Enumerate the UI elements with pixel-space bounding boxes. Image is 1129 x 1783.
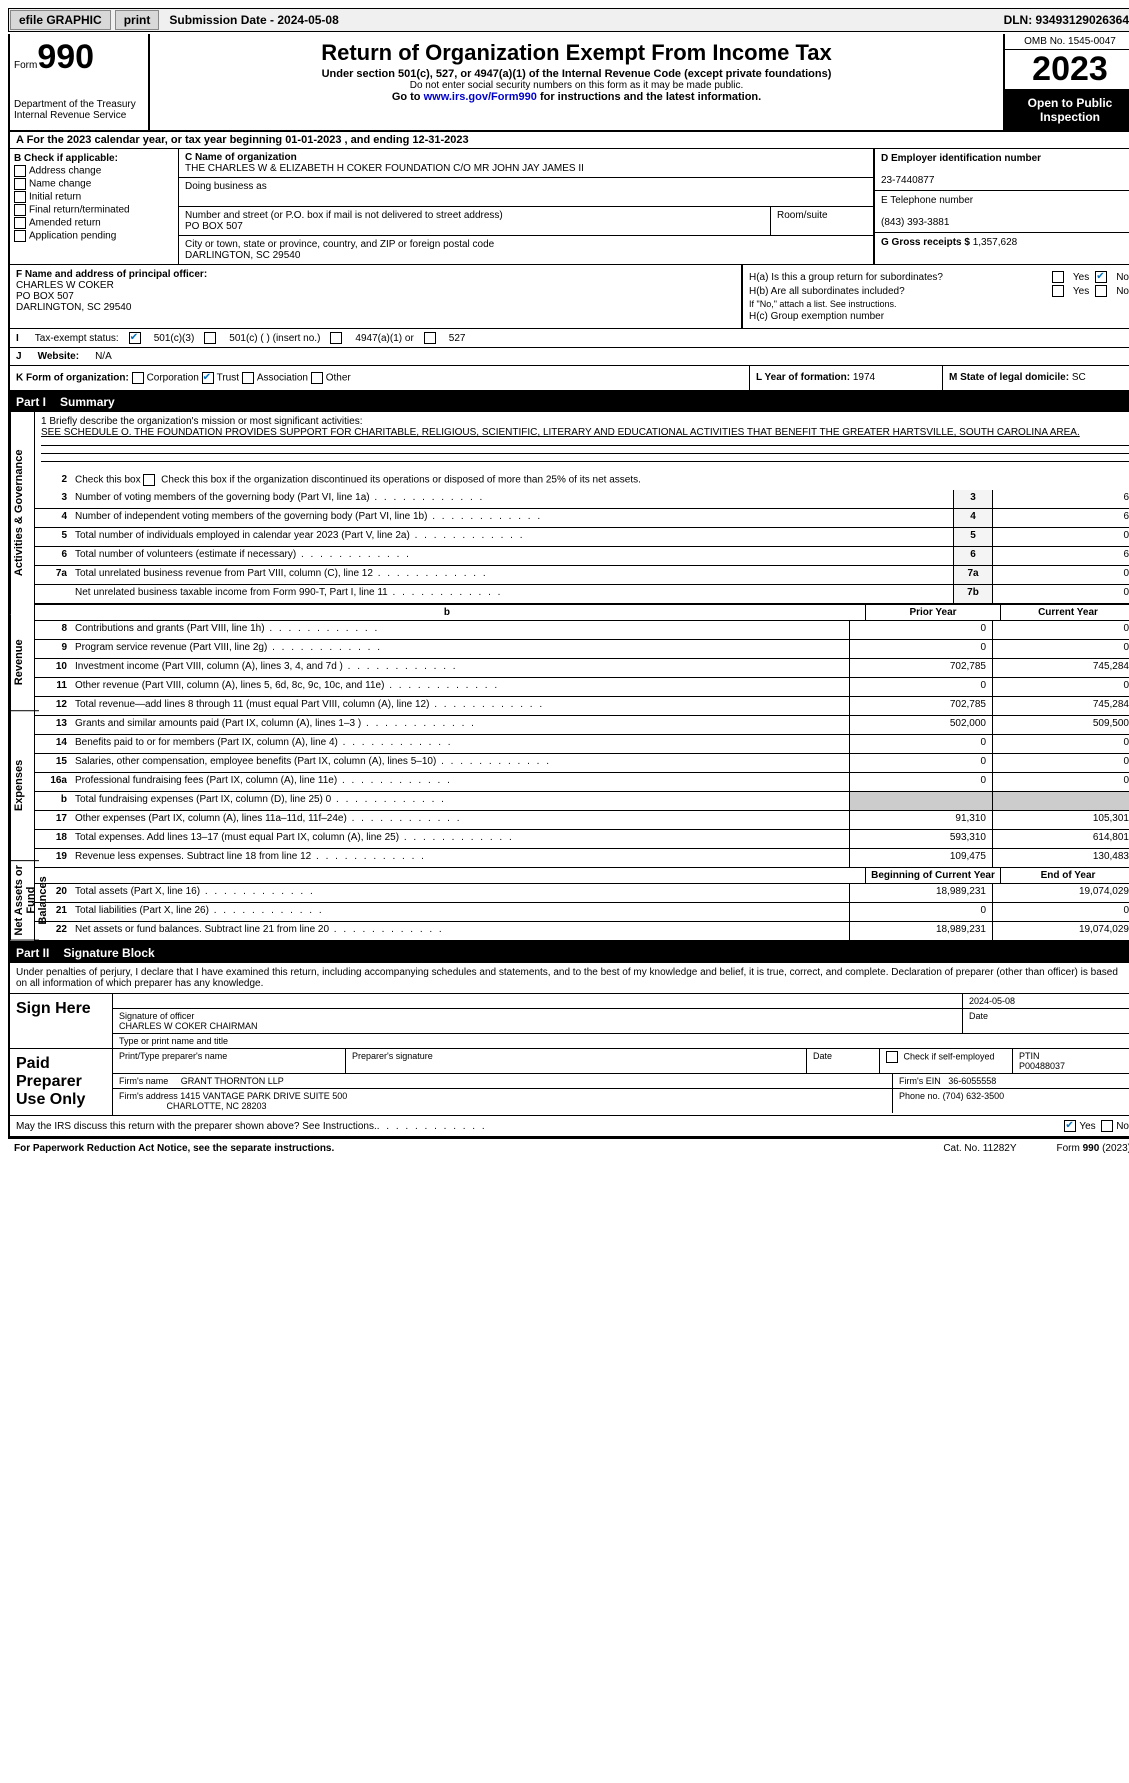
col-end-year: End of Year	[1000, 868, 1129, 883]
line-10: 10Investment income (Part VIII, column (…	[35, 659, 1129, 678]
sign-here-label: Sign Here	[10, 994, 113, 1048]
line-19: 19Revenue less expenses. Subtract line 1…	[35, 849, 1129, 868]
line-11: 11Other revenue (Part VIII, column (A), …	[35, 678, 1129, 697]
line-13: 13Grants and similar amounts paid (Part …	[35, 716, 1129, 735]
tab-net-assets: Net Assets or Fund Balances	[10, 861, 39, 941]
line-2: Check this box Check this box if the org…	[71, 472, 1129, 490]
goto-line: Go to www.irs.gov/Form990 for instructio…	[158, 91, 995, 103]
line-17: 17Other expenses (Part IX, column (A), l…	[35, 811, 1129, 830]
tab-expenses: Expenses	[10, 711, 39, 861]
summary-line-7a: 7aTotal unrelated business revenue from …	[35, 566, 1129, 585]
gross-receipts: 1,357,628	[973, 237, 1018, 248]
efile-button[interactable]: efile GRAPHIC	[10, 10, 111, 30]
summary-line-4: 4Number of independent voting members of…	[35, 509, 1129, 528]
tab-activities-governance: Activities & Governance	[10, 412, 39, 614]
firm-ein: 36-6055558	[948, 1076, 996, 1086]
page-footer: For Paperwork Reduction Act Notice, see …	[8, 1139, 1129, 1158]
chk-amended[interactable]: Amended return	[14, 217, 174, 229]
line-21: 21Total liabilities (Part X, line 26)00	[35, 903, 1129, 922]
chk-app-pending[interactable]: Application pending	[14, 230, 174, 242]
box-b-checkboxes: B Check if applicable: Address change Na…	[10, 149, 179, 264]
dln: DLN: 93493129026364	[998, 11, 1129, 29]
open-inspection: Open to Public Inspection	[1005, 90, 1129, 130]
row-l-year: L Year of formation: 1974	[749, 366, 942, 390]
discuss-yes-check	[1064, 1120, 1076, 1132]
dept-treasury: Department of the Treasury	[14, 99, 144, 110]
omb-number: OMB No. 1545-0047	[1005, 34, 1129, 50]
col-current-year: Current Year	[1000, 605, 1129, 620]
submission-date: Submission Date - 2024-05-08	[163, 11, 344, 29]
entity-info-block: A For the 2023 calendar year, or tax yea…	[8, 132, 1129, 392]
summary-line-3: 3Number of voting members of the governi…	[35, 490, 1129, 509]
row-i-tax-status: ITax-exempt status: 501(c)(3) 501(c) ( )…	[10, 328, 1129, 347]
chk-trust	[202, 372, 214, 384]
form-number: Form990	[14, 38, 144, 77]
form-subtitle: Under section 501(c), 527, or 4947(a)(1)…	[158, 68, 995, 80]
officer-name: CHARLES W COKER	[16, 280, 114, 291]
chk-address-change[interactable]: Address change	[14, 165, 174, 177]
h-c-group-exemption: H(c) Group exemption number	[749, 311, 1129, 322]
org-city: DARLINGTON, SC 29540	[185, 250, 300, 261]
firm-address: 1415 VANTAGE PARK DRIVE SUITE 500	[180, 1091, 347, 1101]
summary-line-5: 5Total number of individuals employed in…	[35, 528, 1129, 547]
firm-phone: (704) 632-3500	[943, 1091, 1005, 1101]
form-title: Return of Organization Exempt From Incom…	[158, 40, 995, 66]
tax-year: 2023	[1005, 50, 1129, 90]
officer-signature-name: CHARLES W COKER CHAIRMAN	[119, 1021, 258, 1031]
line-18: 18Total expenses. Add lines 13–17 (must …	[35, 830, 1129, 849]
paid-preparer-label: Paid Preparer Use Only	[10, 1049, 113, 1115]
discuss-question: May the IRS discuss this return with the…	[16, 1121, 377, 1132]
irs-link[interactable]: www.irs.gov/Form990	[424, 91, 537, 103]
line-16a: 16aProfessional fundraising fees (Part I…	[35, 773, 1129, 792]
summary-line-6: 6Total number of volunteers (estimate if…	[35, 547, 1129, 566]
row-j-website: JWebsite: N/A	[10, 347, 1129, 365]
line-14: 14Benefits paid to or for members (Part …	[35, 735, 1129, 754]
row-k-form-org: K Form of organization: Corporation Trus…	[10, 366, 749, 390]
line-1-mission: 1 Briefly describe the organization's mi…	[35, 412, 1129, 472]
line-9: 9Program service revenue (Part VIII, lin…	[35, 640, 1129, 659]
org-name: THE CHARLES W & ELIZABETH H COKER FOUNDA…	[185, 163, 584, 174]
line-20: 20Total assets (Part X, line 16)18,989,2…	[35, 884, 1129, 903]
ha-no-check	[1095, 271, 1107, 283]
form-header: Form990 Department of the Treasury Inter…	[8, 34, 1129, 132]
line-8: 8Contributions and grants (Part VIII, li…	[35, 621, 1129, 640]
chk-name-change[interactable]: Name change	[14, 178, 174, 190]
sig-date: 2024-05-08	[963, 994, 1129, 1008]
col-beginning-year: Beginning of Current Year	[865, 868, 1000, 883]
irs-label: Internal Revenue Service	[14, 110, 144, 121]
top-toolbar: efile GRAPHIC print Submission Date - 20…	[8, 8, 1129, 32]
tab-revenue: Revenue	[10, 614, 39, 711]
line-12: 12Total revenue—add lines 8 through 11 (…	[35, 697, 1129, 716]
row-m-state: M State of legal domicile: SC	[942, 366, 1129, 390]
part-2-header: Part II Signature Block	[8, 943, 1129, 963]
chk-501c3	[129, 332, 141, 344]
h-a-group-return: H(a) Is this a group return for subordin…	[749, 271, 1129, 283]
col-prior-year: Prior Year	[865, 605, 1000, 620]
print-button[interactable]: print	[115, 10, 160, 30]
ptin: P00488037	[1019, 1061, 1065, 1071]
signature-block: Under penalties of perjury, I declare th…	[8, 963, 1129, 1139]
part-1-header: Part I Summary	[8, 392, 1129, 412]
row-a-tax-year: A For the 2023 calendar year, or tax yea…	[10, 132, 1129, 149]
firm-name: GRANT THORNTON LLP	[181, 1076, 284, 1086]
line-b: bTotal fundraising expenses (Part IX, co…	[35, 792, 1129, 811]
org-street: PO BOX 507	[185, 221, 243, 232]
part-1-body: Activities & Governance Revenue Expenses…	[8, 412, 1129, 943]
ein: 23-7440877	[881, 175, 934, 186]
line-15: 15Salaries, other compensation, employee…	[35, 754, 1129, 773]
ssn-warning: Do not enter social security numbers on …	[158, 80, 995, 91]
h-b-subordinates: H(b) Are all subordinates included? Yes …	[749, 285, 1129, 297]
summary-line-7b: Net unrelated business taxable income fr…	[35, 585, 1129, 604]
telephone: (843) 393-3881	[881, 217, 949, 228]
chk-initial-return[interactable]: Initial return	[14, 191, 174, 203]
chk-final-return[interactable]: Final return/terminated	[14, 204, 174, 216]
perjury-declaration: Under penalties of perjury, I declare th…	[10, 963, 1129, 994]
line-22: 22Net assets or fund balances. Subtract …	[35, 922, 1129, 941]
